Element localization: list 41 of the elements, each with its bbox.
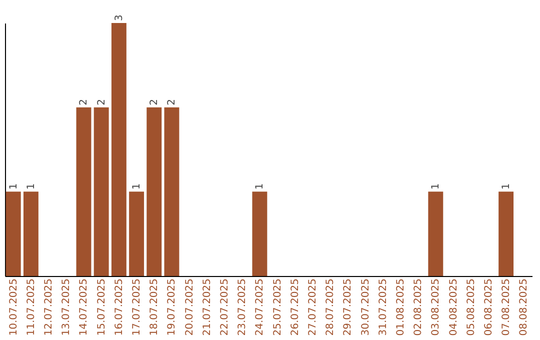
x-tick-label: 14.07.2025	[78, 278, 90, 336]
x-tick-label: 05.08.2025	[466, 278, 477, 336]
data-label: 1	[132, 183, 143, 190]
x-tick-label: 21.07.2025	[202, 278, 213, 336]
x-tick-label: 02.08.2025	[413, 278, 424, 336]
x-tick-label: 26.07.2025	[290, 278, 301, 336]
x-tick-label: 28.07.2025	[325, 278, 336, 336]
data-label: 1	[254, 183, 266, 190]
data-label: 1	[430, 183, 442, 190]
data-label: 2	[166, 98, 178, 106]
x-tick-label: 03.08.2025	[430, 278, 442, 336]
x-tick-label: 23.07.2025	[237, 278, 248, 336]
x-tick-label: 27.07.2025	[307, 278, 318, 336]
x-tick-label: 12.07.2025	[44, 278, 55, 336]
data-label: 2	[96, 98, 108, 106]
x-tick-label: 22.07.2025	[220, 278, 231, 336]
data-label: 1	[501, 183, 512, 190]
x-tick-label: 25.07.2025	[272, 278, 284, 336]
x-tick-label: 30.07.2025	[360, 278, 372, 336]
x-tick-label: 17.07.2025	[132, 278, 143, 336]
x-tick-label: 24.07.2025	[254, 278, 266, 336]
data-label: 2	[78, 98, 90, 106]
x-tick-label: 20.07.2025	[184, 278, 196, 336]
x-tick-label: 19.07.2025	[166, 278, 178, 336]
x-tick-label: 31.07.2025	[378, 278, 389, 336]
x-tick-label: 16.07.2025	[114, 278, 125, 336]
x-tick-label: 04.08.2025	[448, 278, 460, 336]
x-tick-label: 07.08.2025	[501, 278, 512, 336]
data-label: 3	[114, 14, 125, 21]
x-tick-label: 15.07.2025	[96, 278, 108, 336]
x-tick-label: 11.07.2025	[26, 278, 37, 336]
data-label: 1	[8, 183, 20, 190]
x-tick-label: 01.08.2025	[395, 278, 406, 336]
data-label: 2	[149, 98, 160, 106]
data-label: 1	[26, 183, 37, 190]
x-tick-label: 06.08.2025	[483, 278, 494, 336]
x-tick-label: 10.07.2025	[8, 278, 20, 336]
x-tick-label: 18.07.2025	[149, 278, 160, 336]
x-tick-label: 13.07.2025	[61, 278, 72, 336]
x-tick-label: 08.08.2025	[518, 278, 530, 336]
x-tick-label: 29.07.2025	[342, 278, 354, 336]
